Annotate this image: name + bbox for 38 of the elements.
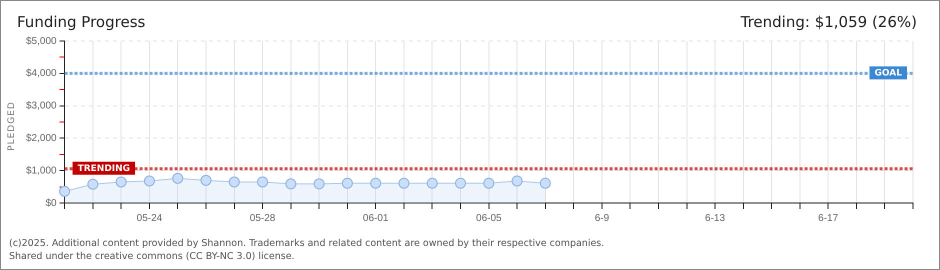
y-tick-label: $2,000 [26, 132, 58, 144]
point [398, 178, 410, 189]
y-tick-label: $0 [45, 198, 58, 209]
point [342, 178, 353, 189]
point [512, 175, 523, 186]
y-tick-label: $3,000 [26, 100, 58, 112]
point [200, 174, 212, 186]
point [426, 178, 438, 189]
point [172, 172, 184, 184]
point [483, 178, 494, 189]
point [59, 186, 70, 197]
point [257, 176, 268, 188]
ref-line-label: GOAL [874, 68, 902, 79]
point [116, 176, 127, 188]
x-tick-label: 05-28 [250, 212, 276, 224]
x-tick-label: 6-17 [818, 212, 839, 224]
x-tick-label: 6-9 [594, 212, 610, 224]
x-tick-label: 05-24 [136, 212, 163, 224]
point [144, 175, 155, 186]
text: (c)2025. Additional content provided by Shannon. Trademarks and related content are owned by their respective companies. [9, 238, 604, 249]
ref-line-label: TRENDING [78, 164, 130, 174]
point [455, 178, 466, 189]
x-tick-label: 06-01 [362, 212, 389, 224]
point [285, 178, 296, 190]
chart-title: Funding Progress [17, 13, 146, 31]
point [540, 178, 551, 189]
point [314, 178, 325, 190]
chart-subtitle: Trending: $1,059 (26%) [740, 13, 917, 31]
y-tick-label: $5,000 [26, 36, 58, 47]
text: Shared under the creative commons (CC BY-NC 3.0) license. [9, 251, 295, 262]
y-tick-label: $4,000 [26, 68, 58, 80]
x-tick-label: 06-05 [476, 212, 502, 224]
y-tick-label: $1,000 [26, 165, 58, 176]
x-tick-label: 6-13 [705, 212, 726, 224]
point [87, 178, 98, 190]
y-axis-title: PLEDGED [6, 101, 17, 151]
point [370, 178, 382, 189]
point [228, 176, 240, 188]
